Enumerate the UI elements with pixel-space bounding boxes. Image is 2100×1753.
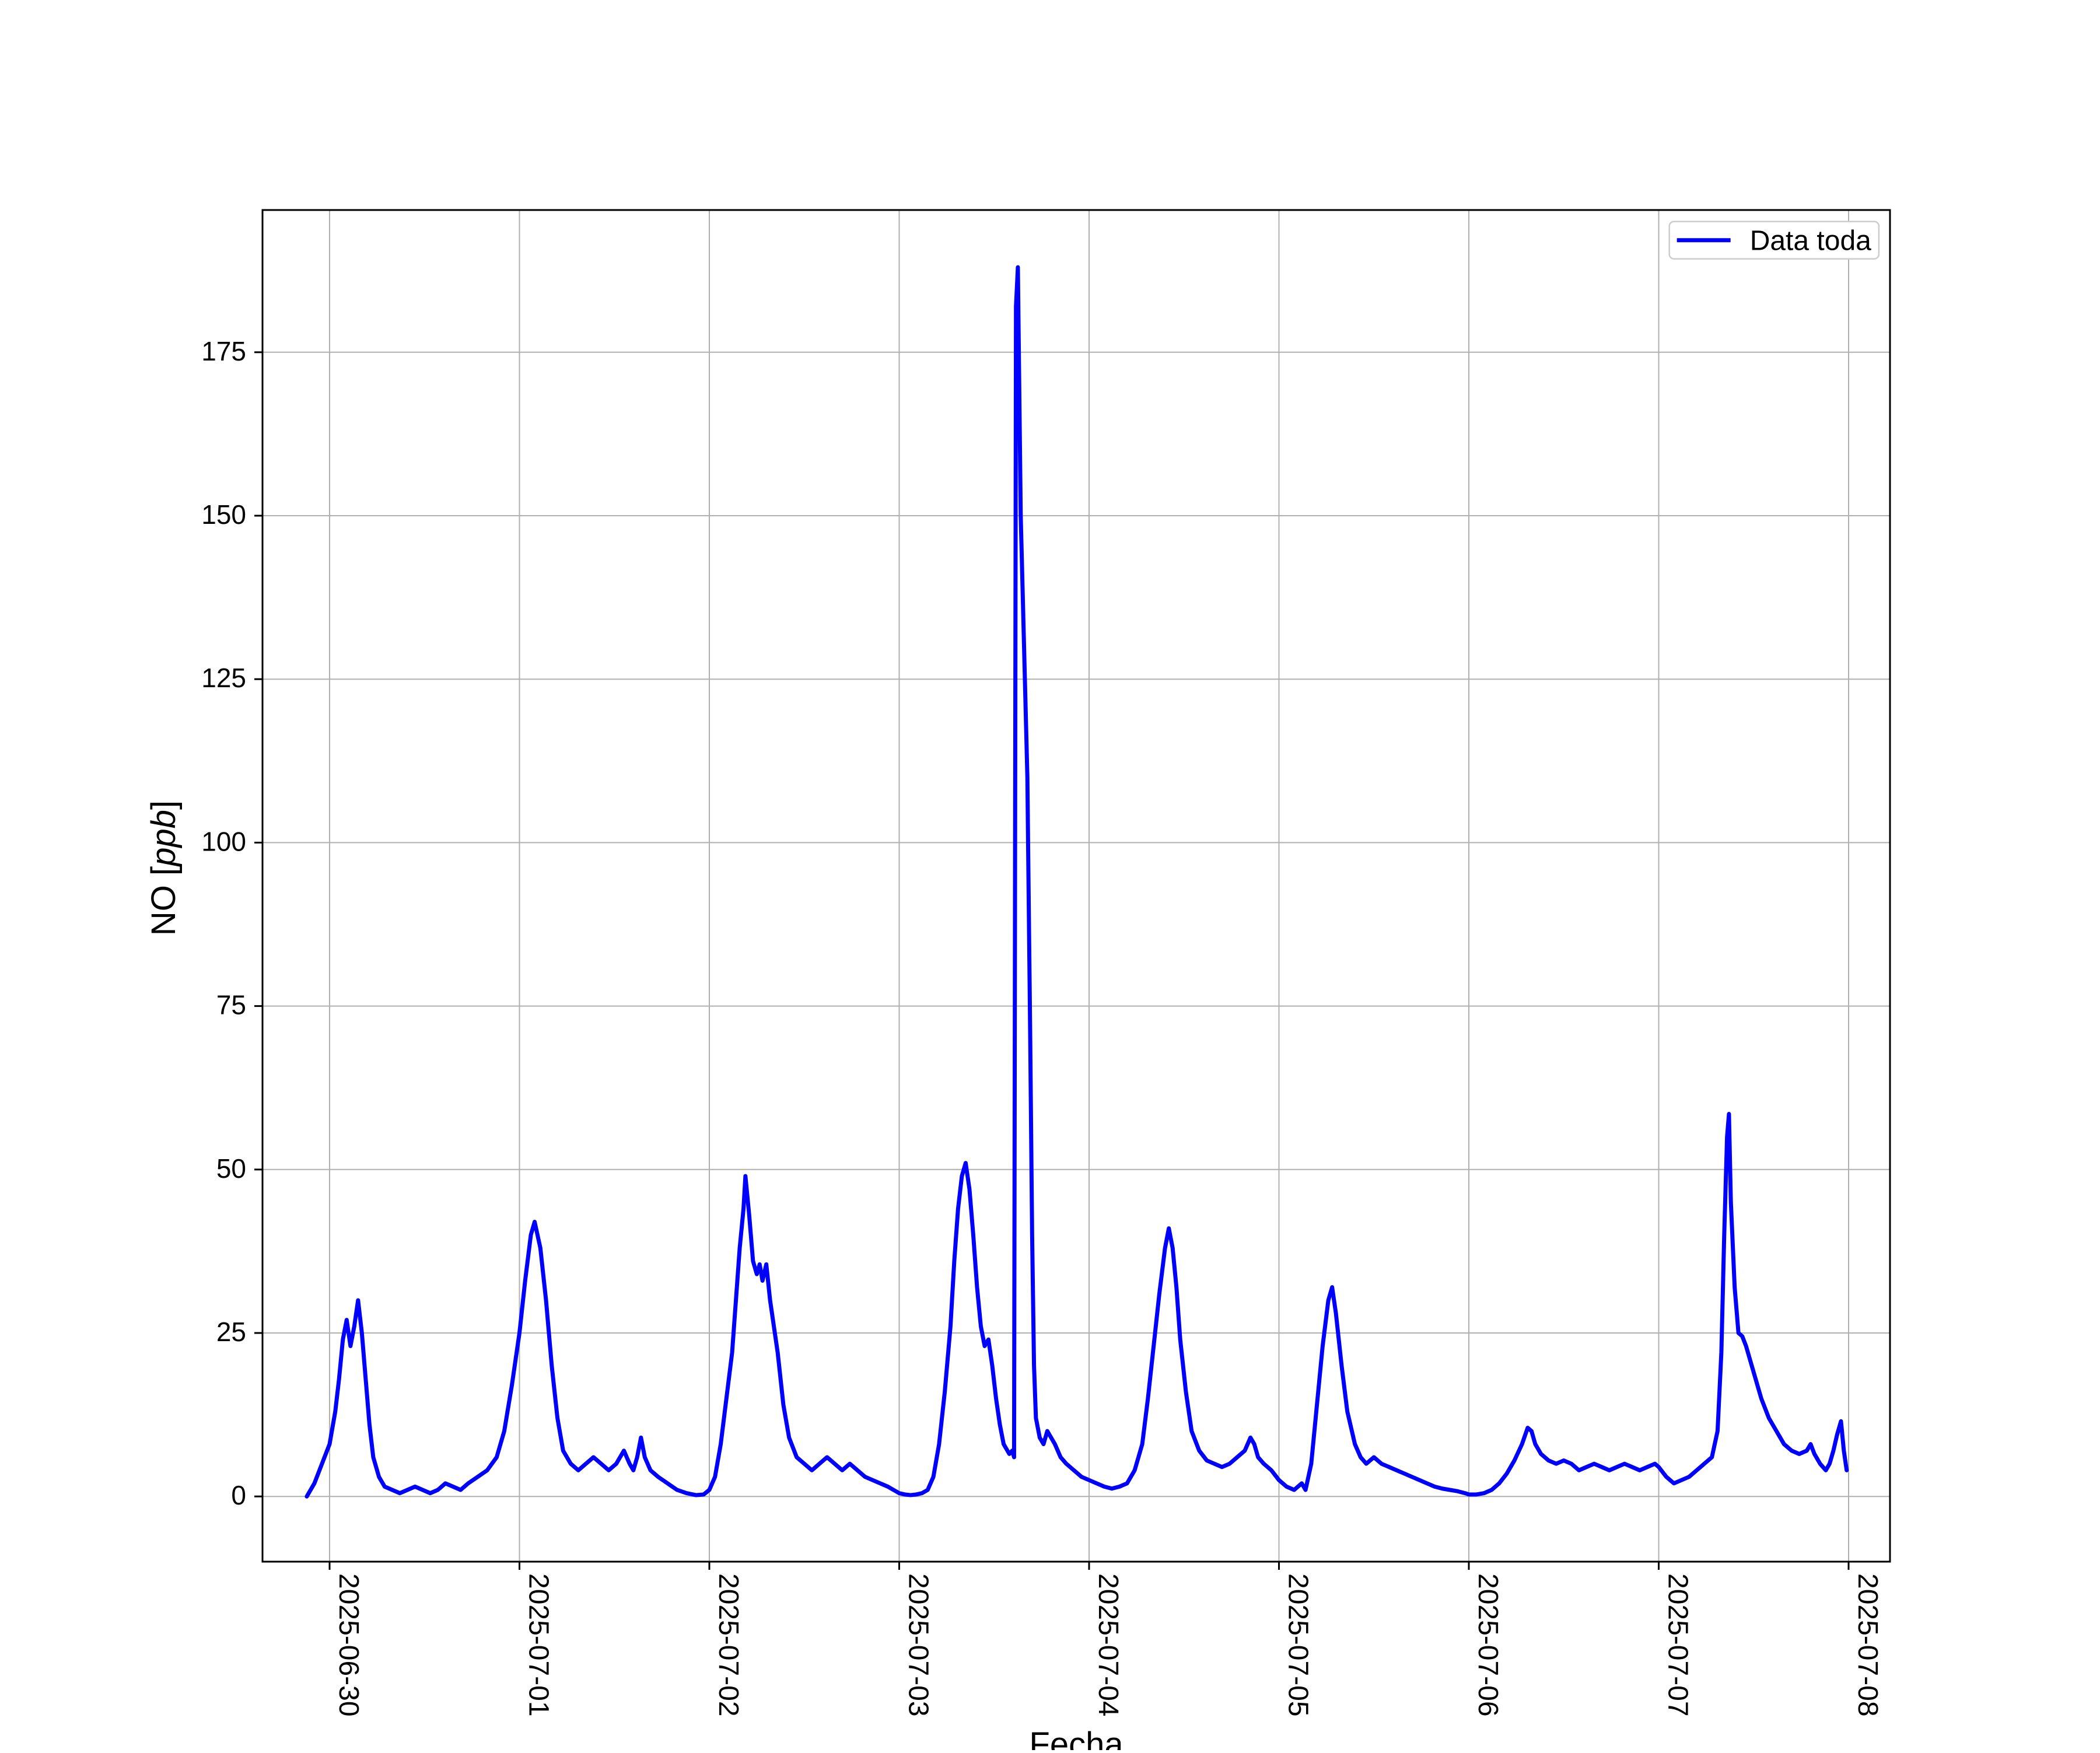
svg-text:0: 0 [231,1480,246,1510]
svg-text:150: 150 [201,499,246,530]
svg-text:2025-06-30: 2025-06-30 [333,1573,364,1717]
svg-text:2025-07-05: 2025-07-05 [1283,1573,1314,1717]
svg-text:2025-07-08: 2025-07-08 [1852,1573,1883,1717]
svg-text:2025-07-06: 2025-07-06 [1472,1573,1503,1717]
svg-text:175: 175 [201,336,246,366]
svg-text:2025-07-01: 2025-07-01 [523,1573,554,1717]
svg-text:75: 75 [216,990,246,1020]
svg-text:2025-07-07: 2025-07-07 [1662,1573,1693,1717]
svg-text:Fecha: Fecha [1029,1726,1124,1750]
svg-text:125: 125 [201,663,246,693]
svg-text:50: 50 [216,1153,246,1184]
svg-text:25: 25 [216,1317,246,1347]
svg-text:Data toda: Data toda [1750,226,1871,257]
svg-text:2025-07-04: 2025-07-04 [1093,1573,1124,1717]
svg-text:100: 100 [201,826,246,856]
svg-text:2025-07-03: 2025-07-03 [903,1573,934,1717]
svg-text:NO [ppb]: NO [ppb] [145,800,183,936]
svg-text:2025-07-02: 2025-07-02 [713,1573,744,1717]
